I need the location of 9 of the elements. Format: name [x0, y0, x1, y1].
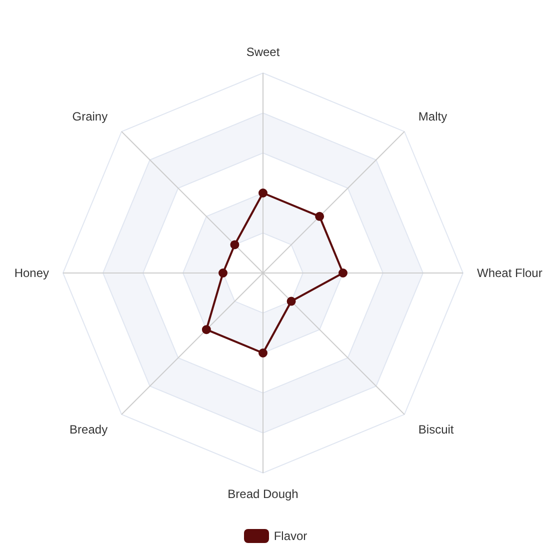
spoke-label: Wheat Flour — [477, 266, 542, 280]
spoke-label: Malty — [418, 110, 448, 124]
spoke-label: Biscuit — [418, 422, 454, 436]
spoke-label: Bready — [70, 422, 108, 436]
spoke-label: Sweet — [246, 45, 280, 59]
spoke-label: Honey — [14, 266, 49, 280]
spoke-label: Grainy — [72, 110, 108, 124]
spoke-label: Bread Dough — [228, 487, 298, 501]
legend-label: Flavor — [274, 529, 308, 543]
